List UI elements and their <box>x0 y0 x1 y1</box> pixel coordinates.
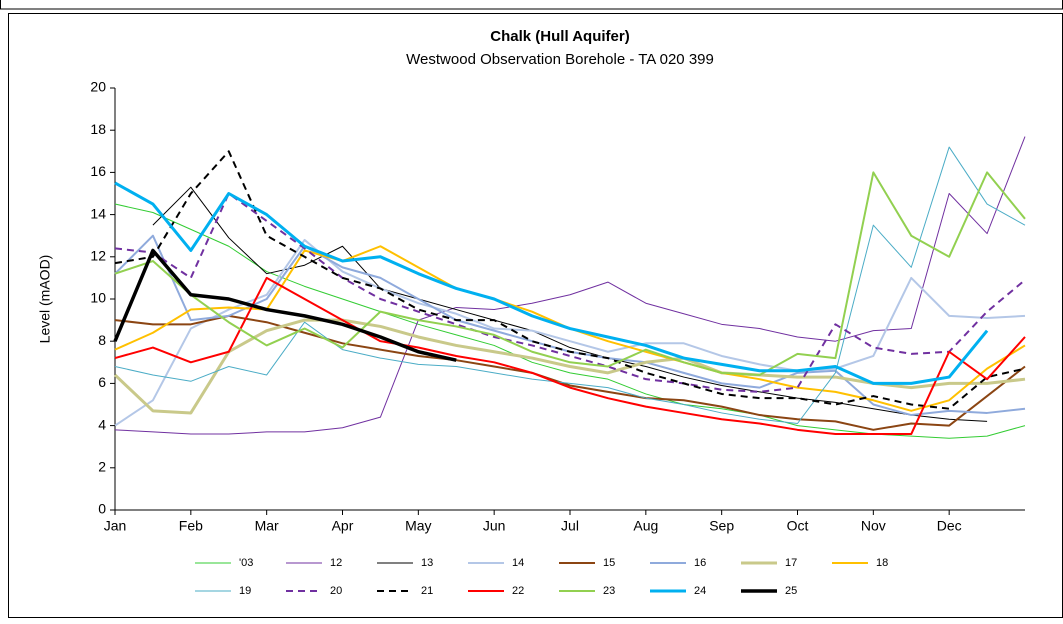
x-tick-label: Apr <box>332 518 354 534</box>
y-axis-label: Level (mAOD) <box>37 255 53 344</box>
legend-label: 21 <box>421 585 433 597</box>
y-tick-label: 6 <box>98 374 106 390</box>
legend-label: 13 <box>421 557 433 569</box>
series-line <box>114 314 1026 431</box>
legend-label: 23 <box>603 585 615 597</box>
legend-label: 16 <box>694 557 706 569</box>
x-tick-label: Jul <box>561 518 579 534</box>
y-tick-label: 8 <box>98 332 106 348</box>
x-tick-label: Mar <box>255 518 279 534</box>
top-frame <box>0 0 1063 10</box>
x-tick-label: Feb <box>179 518 203 534</box>
x-tick-label: Sep <box>709 518 734 534</box>
chart-subtitle: Westwood Observation Borehole - TA 020 3… <box>406 51 714 68</box>
y-tick-label: 4 <box>98 416 106 432</box>
series-line <box>114 146 1026 424</box>
legend-label: 17 <box>785 557 797 569</box>
x-tick-label: Jan <box>104 518 127 534</box>
chart-title: Chalk (Hull Aquifer) <box>490 28 629 45</box>
y-tick-label: 2 <box>98 459 106 475</box>
series-line <box>114 150 1026 410</box>
legend-label: 24 <box>694 585 706 597</box>
series-line <box>114 276 1026 436</box>
y-tick-label: 16 <box>90 163 106 179</box>
x-tick-label: Jun <box>483 518 506 534</box>
y-tick-label: 10 <box>90 290 106 306</box>
x-tick-label: May <box>405 518 431 534</box>
series-line <box>114 171 1026 376</box>
legend-label: 20 <box>330 585 342 597</box>
x-tick-label: Dec <box>937 518 962 534</box>
series-line <box>114 238 1026 427</box>
x-tick-label: Nov <box>861 518 886 534</box>
series-line <box>152 186 988 422</box>
legend-label: 12 <box>330 557 342 569</box>
y-tick-label: 0 <box>98 501 106 517</box>
x-tick-label: Aug <box>633 518 658 534</box>
series-line <box>114 181 989 385</box>
y-tick-label: 12 <box>90 248 106 264</box>
legend-label: 15 <box>603 557 615 569</box>
series-line <box>114 136 1026 435</box>
y-tick-label: 18 <box>90 121 106 137</box>
legend-label: 22 <box>512 585 524 597</box>
legend-label: 19 <box>239 585 251 597</box>
y-tick-label: 14 <box>90 205 106 221</box>
legend-label: '03 <box>239 557 253 569</box>
legend-label: 25 <box>785 585 797 597</box>
legend-label: 14 <box>512 557 524 569</box>
y-tick-label: 20 <box>90 79 106 95</box>
legend-label: 18 <box>876 557 888 569</box>
x-tick-label: Oct <box>787 518 809 534</box>
series-line <box>113 248 457 362</box>
